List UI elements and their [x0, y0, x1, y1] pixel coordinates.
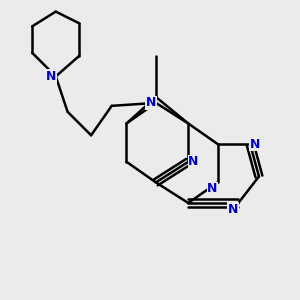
Text: N: N	[188, 155, 199, 168]
Text: N: N	[228, 203, 238, 216]
Text: N: N	[207, 182, 218, 195]
Text: N: N	[45, 70, 56, 83]
Text: N: N	[250, 138, 260, 151]
Text: N: N	[146, 96, 156, 110]
